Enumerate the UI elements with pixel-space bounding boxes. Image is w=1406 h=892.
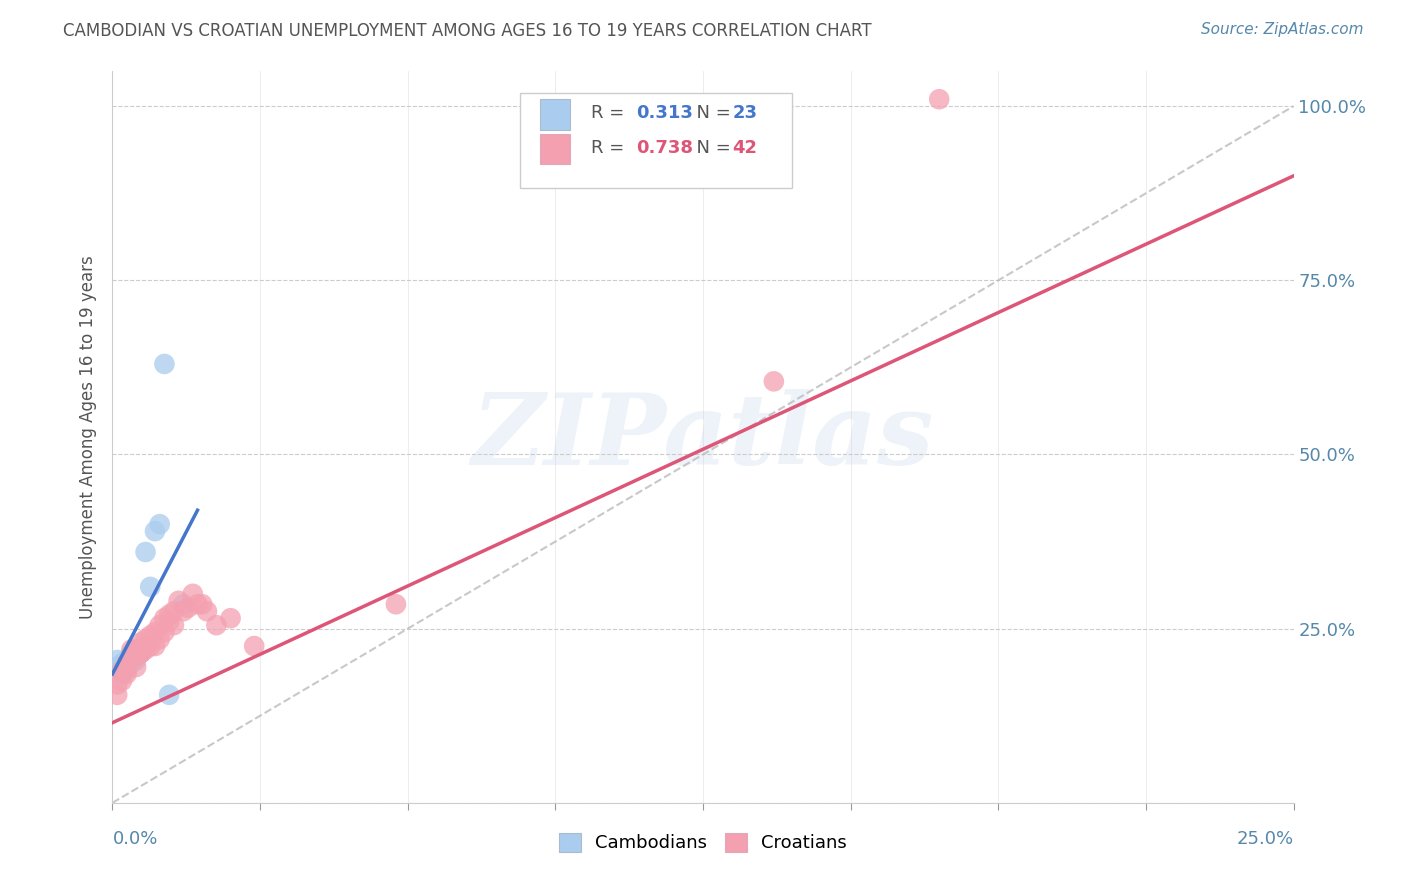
Text: Source: ZipAtlas.com: Source: ZipAtlas.com [1201, 22, 1364, 37]
Text: 0.738: 0.738 [636, 139, 693, 157]
Point [115, 653, 138, 667]
Point [191, 597, 214, 611]
Point [143, 625, 166, 640]
Point [111, 660, 134, 674]
Point [149, 517, 172, 532]
Text: 25.0%: 25.0% [1236, 830, 1294, 848]
Point [157, 615, 180, 629]
Point [139, 639, 162, 653]
Point [149, 618, 172, 632]
FancyBboxPatch shape [540, 134, 569, 164]
Point [157, 688, 180, 702]
Point [135, 642, 157, 657]
Point [139, 629, 162, 643]
Text: 0.313: 0.313 [636, 104, 693, 122]
Point [111, 667, 134, 681]
Point [111, 664, 134, 678]
Point [195, 604, 218, 618]
Point [139, 580, 162, 594]
Point [129, 646, 152, 660]
Text: 23: 23 [733, 104, 758, 122]
Text: ZIPatlas: ZIPatlas [472, 389, 934, 485]
Point [762, 375, 785, 389]
Point [120, 646, 142, 660]
Point [115, 657, 138, 671]
Point [105, 653, 128, 667]
Point [115, 664, 138, 678]
Point [125, 642, 148, 657]
Text: N =: N = [685, 139, 737, 157]
Point [181, 587, 204, 601]
Point [172, 604, 194, 618]
Point [125, 660, 148, 674]
Point [143, 524, 166, 538]
Point [167, 594, 190, 608]
Point [115, 660, 138, 674]
Point [125, 653, 148, 667]
Point [120, 649, 142, 664]
Point [186, 597, 208, 611]
Point [111, 673, 134, 688]
Text: 0.0%: 0.0% [112, 830, 157, 848]
Point [149, 632, 172, 646]
Point [143, 639, 166, 653]
Point [153, 625, 176, 640]
Point [120, 649, 142, 664]
Point [163, 604, 186, 618]
Point [125, 642, 148, 657]
Text: R =: R = [591, 139, 630, 157]
Point [157, 607, 180, 622]
Point [129, 646, 152, 660]
Point [928, 92, 950, 106]
Point [177, 600, 200, 615]
FancyBboxPatch shape [540, 99, 569, 130]
Text: N =: N = [685, 104, 737, 122]
FancyBboxPatch shape [520, 94, 792, 188]
Point [205, 618, 228, 632]
Point [120, 642, 142, 657]
Point [115, 667, 138, 681]
Point [135, 632, 157, 646]
Point [153, 357, 176, 371]
Text: R =: R = [591, 104, 630, 122]
Point [153, 611, 176, 625]
Point [129, 646, 152, 660]
Point [105, 660, 128, 674]
Point [135, 545, 157, 559]
Point [172, 597, 194, 611]
Point [385, 597, 408, 611]
Point [111, 657, 134, 671]
Point [125, 649, 148, 664]
Point [219, 611, 242, 625]
Point [163, 618, 186, 632]
Point [243, 639, 266, 653]
Point [129, 635, 152, 649]
Point [115, 657, 138, 671]
Text: CAMBODIAN VS CROATIAN UNEMPLOYMENT AMONG AGES 16 TO 19 YEARS CORRELATION CHART: CAMBODIAN VS CROATIAN UNEMPLOYMENT AMONG… [63, 22, 872, 40]
Y-axis label: Unemployment Among Ages 16 to 19 years: Unemployment Among Ages 16 to 19 years [79, 255, 97, 619]
Legend: Cambodians, Croatians: Cambodians, Croatians [551, 826, 855, 860]
Point [129, 642, 152, 657]
Point [125, 649, 148, 664]
Point [120, 657, 142, 671]
Point [105, 677, 128, 691]
Text: 42: 42 [733, 139, 758, 157]
Point [105, 688, 128, 702]
